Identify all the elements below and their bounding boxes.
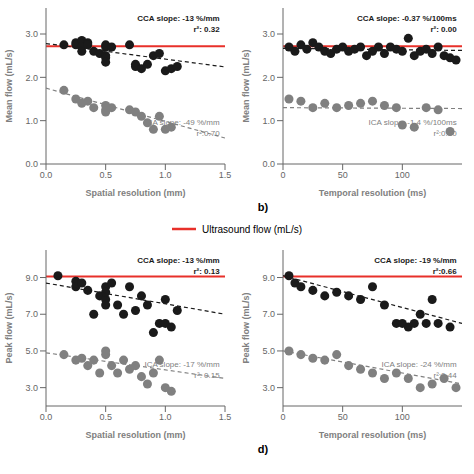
svg-text:1.0: 1.0 [159, 412, 172, 422]
svg-text:9.0: 9.0 [262, 273, 275, 283]
svg-text:2.0: 2.0 [262, 73, 275, 83]
svg-text:3.0: 3.0 [262, 383, 275, 393]
html-text:ICA slope: -1.4 %/100ms: ICA slope: -1.4 %/100ms [368, 118, 457, 128]
html-text:CCA slope: -13 %/mm: CCA slope: -13 %/mm [137, 255, 220, 265]
html-text:b): b) [257, 201, 269, 213]
svg-text:3.0: 3.0 [25, 29, 38, 39]
html-text:ICA slope: -24 %/mm: ICA slope: -24 %/mm [381, 360, 457, 370]
svg-text:0.0: 0.0 [40, 412, 53, 422]
svg-text:7.0: 7.0 [25, 309, 38, 319]
svg-text:Spatial resolution (mm): Spatial resolution (mm) [85, 430, 185, 440]
svg-text:0.0: 0.0 [262, 159, 275, 169]
svg-text:5.0: 5.0 [25, 346, 38, 356]
svg-text:Spatial resolution (mm): Spatial resolution (mm) [85, 188, 185, 198]
svg-text:1.0: 1.0 [262, 116, 275, 126]
svg-text:Temporal resolution (ms): Temporal resolution (ms) [319, 430, 426, 440]
html-text:r²:0.00: r²:0.00 [433, 129, 457, 139]
html-text:r²: 0.32: r²: 0.32 [193, 24, 220, 34]
svg-text:100: 100 [395, 412, 410, 422]
svg-text:0.0: 0.0 [40, 170, 53, 180]
html-text:r²: 0.15: r²: 0.15 [194, 371, 220, 381]
svg-text:100: 100 [395, 170, 410, 180]
svg-text:3.0: 3.0 [25, 383, 38, 393]
html-text:r²:0.44: r²:0.44 [433, 371, 457, 381]
svg-text:Peak flow (mL/s): Peak flow (mL/s) [8, 292, 14, 363]
svg-text:0.0: 0.0 [25, 159, 38, 169]
svg-text:5.0: 5.0 [262, 346, 275, 356]
svg-text:Mean flow (mL/s): Mean flow (mL/s) [8, 49, 14, 122]
svg-text:9.0: 9.0 [25, 273, 38, 283]
html-text:r²: 0.00: r²: 0.00 [430, 24, 457, 34]
svg-text:1.5: 1.5 [219, 170, 232, 180]
html-text:ICA slope: -17 %/mm: ICA slope: -17 %/mm [144, 360, 220, 370]
svg-text:2.0: 2.0 [25, 73, 38, 83]
html-text:r²:0.66: r²:0.66 [432, 266, 457, 276]
html-text:r²:0.70: r²:0.70 [196, 129, 220, 139]
html-text:ICA slope: -49 %/mm: ICA slope: -49 %/mm [144, 118, 220, 128]
svg-text:50: 50 [338, 170, 348, 180]
svg-text:0: 0 [280, 412, 285, 422]
html-text:r²: 0.13: r²: 0.13 [193, 266, 220, 276]
svg-text:0.5: 0.5 [99, 412, 112, 422]
html-text:Ultrasound flow (mL/s): Ultrasound flow (mL/s) [202, 223, 302, 235]
svg-text:Peak flow (mL/s): Peak flow (mL/s) [241, 292, 251, 363]
html-text:d): d) [257, 443, 269, 455]
svg-text:50: 50 [338, 412, 348, 422]
svg-text:3.0: 3.0 [262, 29, 275, 39]
svg-text:0: 0 [280, 170, 285, 180]
svg-text:1.0: 1.0 [25, 116, 38, 126]
svg-text:Temporal resolution (ms): Temporal resolution (ms) [319, 188, 426, 198]
svg-text:7.0: 7.0 [262, 309, 275, 319]
html-text:CCA slope: -0.37 %/100ms: CCA slope: -0.37 %/100ms [356, 13, 457, 23]
svg-text:1.5: 1.5 [219, 412, 232, 422]
svg-text:1.0: 1.0 [159, 170, 172, 180]
html-text:CCA slope: -13 %/mm: CCA slope: -13 %/mm [137, 13, 220, 23]
svg-text:Mean flow (mL/s): Mean flow (mL/s) [241, 49, 251, 122]
html-text:CCA slope: -19 %/mm: CCA slope: -19 %/mm [374, 255, 457, 265]
svg-text:0.5: 0.5 [99, 170, 112, 180]
